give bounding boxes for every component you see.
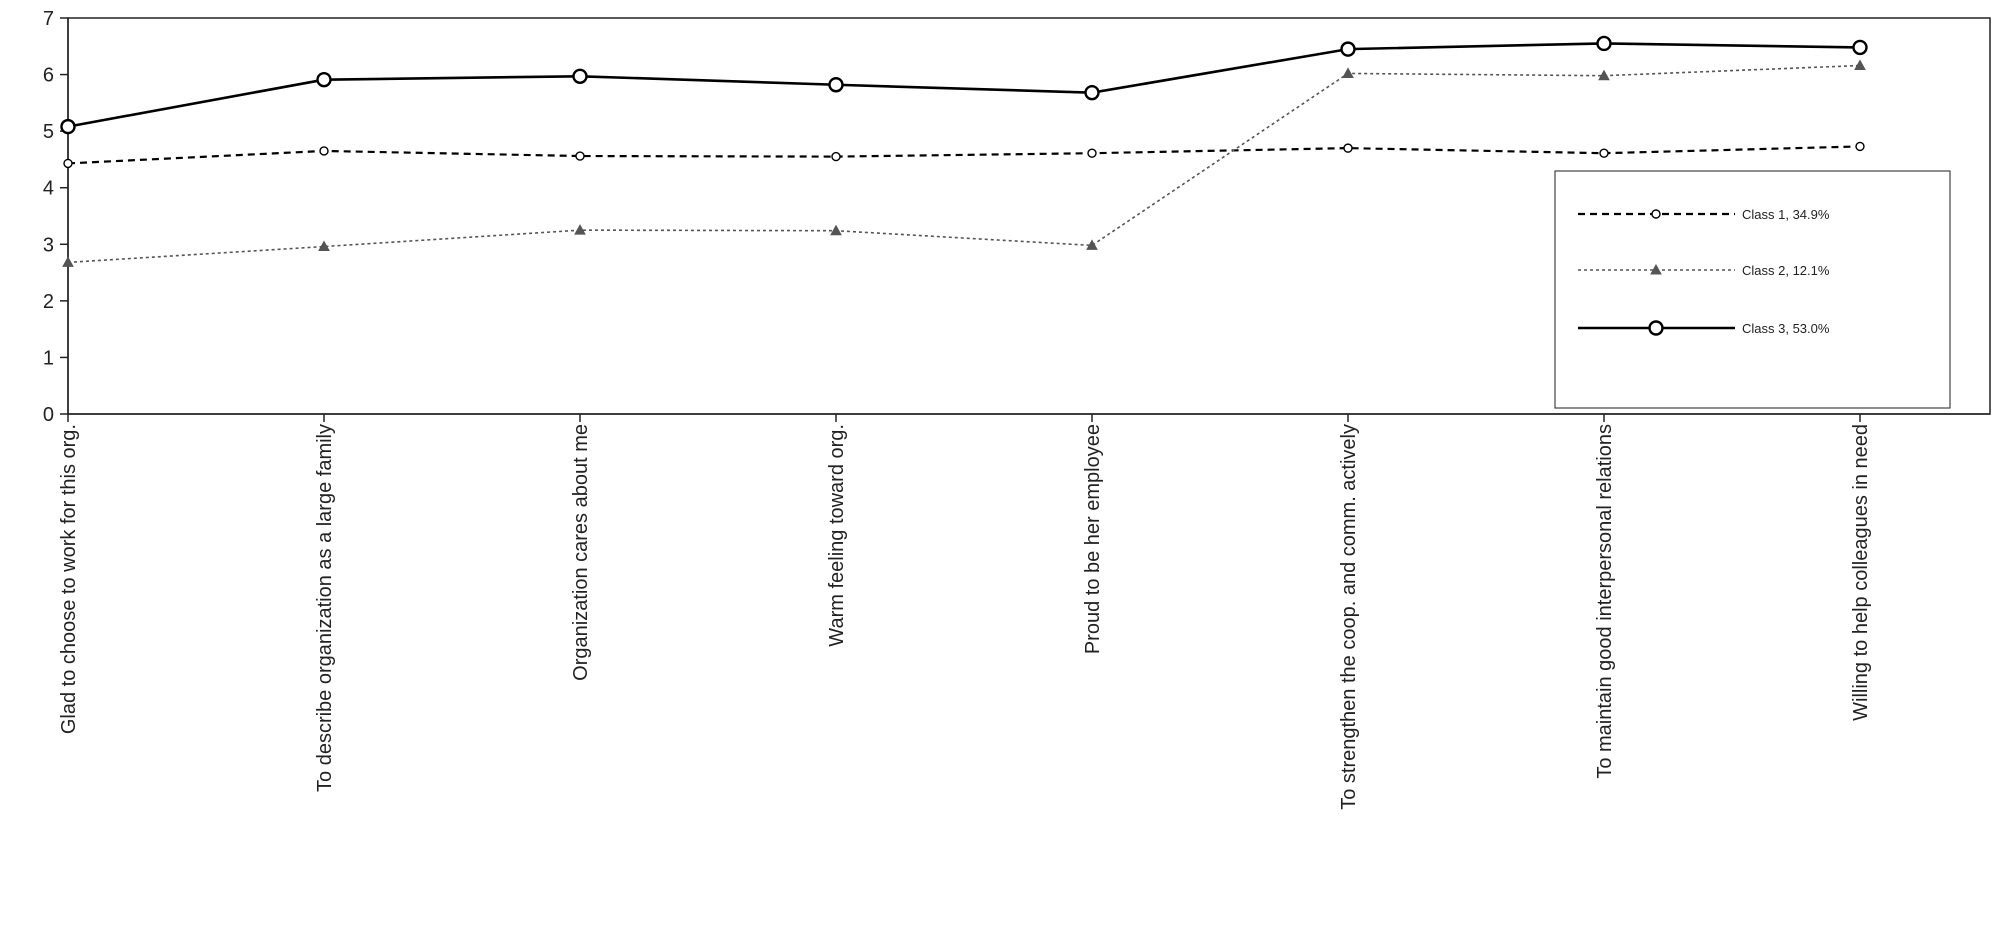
- series-3-point: [60, 118, 76, 135]
- series-1-point: [1855, 141, 1865, 152]
- series-layer: [60, 35, 1868, 267]
- x-category-label: Glad to choose to work for this org.: [58, 424, 80, 734]
- legend-swatch-marker: [1648, 320, 1664, 336]
- y-tick-label: 3: [43, 234, 54, 256]
- y-tick-label: 5: [43, 121, 54, 143]
- series-2-point: [574, 224, 586, 235]
- series-3-point: [1596, 35, 1612, 52]
- series-1-point: [831, 151, 841, 162]
- series-1-line: [67, 145, 1861, 165]
- y-tick-label: 2: [43, 291, 54, 313]
- series-2: [62, 59, 1866, 267]
- series-1-point: [319, 146, 329, 156]
- x-category-label: To maintain good interpersonal relations: [1594, 424, 1616, 779]
- series-1: [63, 141, 1865, 169]
- series-3-point: [1340, 41, 1356, 57]
- series-3-point: [828, 77, 844, 93]
- series-2-point: [62, 256, 74, 267]
- x-category-label: Proud to be her employee: [1082, 424, 1104, 654]
- series-3: [60, 35, 1868, 135]
- y-tick-label: 7: [43, 8, 54, 30]
- y-tick-label: 0: [43, 404, 54, 426]
- legend-label: Class 1, 34.9%: [1742, 207, 1830, 222]
- series-1-point: [1343, 143, 1353, 153]
- x-category-label: To describe organization as a large fami…: [314, 424, 336, 792]
- y-tick-label: 6: [43, 65, 54, 87]
- series-3-point: [572, 68, 588, 84]
- series-3-point: [1852, 39, 1868, 56]
- legend-box: [1554, 170, 1951, 409]
- x-category-label: Organization cares about me: [570, 424, 592, 681]
- series-2-point: [1598, 69, 1610, 81]
- x-category-label: To strengthen the coop. and comm. active…: [1338, 424, 1360, 810]
- x-category-label: Warm feeling toward org.: [826, 424, 848, 647]
- series-3-point: [316, 71, 332, 88]
- series-1-point: [575, 151, 585, 161]
- series-2-point: [1342, 67, 1354, 78]
- series-1-point: [63, 158, 73, 169]
- legend-swatch-marker: [1650, 263, 1662, 275]
- legend-label: Class 3, 53.0%: [1742, 321, 1830, 336]
- series-3-line: [67, 42, 1861, 128]
- legend-label: Class 2, 12.1%: [1742, 263, 1830, 278]
- x-category-label: Willing to help colleagues in need: [1850, 424, 1872, 721]
- legend: Class 1, 34.9% Class 2, 12.1% Class 3, 53.…: [1554, 170, 1951, 409]
- y-tick-label: 4: [43, 178, 54, 200]
- series-1-point: [1087, 148, 1097, 158]
- y-tick-label: 1: [43, 347, 54, 369]
- x-axis-ticks: Glad to choose to work for this org. To d…: [58, 414, 1872, 810]
- series-2-point: [1854, 59, 1866, 71]
- y-axis-ticks: 0 1 2 3 4 5 6 7: [43, 8, 68, 426]
- series-2-point: [830, 224, 842, 236]
- series-2-point: [318, 240, 330, 252]
- series-3-point: [1084, 84, 1100, 101]
- legend-swatch-marker: [1651, 209, 1661, 219]
- series-1-point: [1599, 148, 1609, 158]
- series-2-point: [1086, 239, 1098, 250]
